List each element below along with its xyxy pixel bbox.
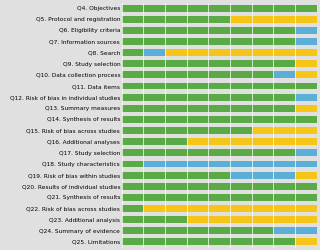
Bar — [122, 172, 317, 178]
Bar — [230, 172, 295, 178]
Bar — [187, 138, 317, 145]
Bar — [122, 205, 317, 212]
Bar — [143, 49, 165, 56]
Bar — [122, 60, 317, 67]
Bar — [230, 16, 317, 23]
Bar — [122, 183, 317, 190]
Bar — [122, 205, 143, 212]
Bar — [143, 205, 317, 212]
Bar — [122, 72, 273, 78]
Bar — [165, 49, 320, 56]
Bar — [295, 60, 317, 67]
Bar — [122, 150, 317, 156]
Bar — [122, 105, 295, 112]
Bar — [295, 105, 317, 112]
Bar — [122, 238, 295, 246]
Bar — [295, 238, 317, 246]
Bar — [122, 138, 187, 145]
Bar — [273, 72, 295, 78]
Bar — [122, 16, 317, 23]
Bar — [122, 72, 317, 78]
Bar — [122, 49, 143, 56]
Bar — [122, 116, 317, 123]
Bar — [122, 4, 317, 12]
Bar — [122, 172, 230, 178]
Bar — [187, 216, 317, 223]
Bar — [122, 183, 317, 190]
Bar — [122, 194, 317, 201]
Bar — [122, 160, 317, 168]
Bar — [122, 27, 317, 34]
Bar — [122, 38, 317, 45]
Bar — [122, 216, 317, 223]
Bar — [295, 172, 317, 178]
Bar — [122, 105, 317, 112]
Bar — [122, 82, 317, 89]
Bar — [122, 94, 317, 100]
Bar — [252, 127, 317, 134]
Bar — [122, 216, 187, 223]
Bar — [122, 60, 295, 67]
Bar — [122, 127, 252, 134]
Bar — [122, 94, 295, 100]
Bar — [122, 27, 295, 34]
Bar — [122, 138, 317, 145]
Bar — [122, 4, 317, 12]
Bar — [295, 38, 317, 45]
Bar — [295, 27, 317, 34]
Bar — [122, 49, 317, 56]
Bar — [122, 194, 317, 201]
Bar — [295, 94, 317, 100]
Bar — [122, 38, 295, 45]
Bar — [122, 150, 295, 156]
Bar — [295, 150, 317, 156]
Bar — [122, 160, 143, 168]
Bar — [122, 16, 230, 23]
Bar — [273, 227, 317, 234]
Bar — [122, 127, 317, 134]
Bar — [143, 160, 317, 168]
Bar — [295, 72, 317, 78]
Bar — [122, 227, 317, 234]
Bar — [122, 116, 317, 123]
Bar — [122, 82, 317, 89]
Bar — [122, 238, 317, 246]
Bar — [122, 227, 273, 234]
